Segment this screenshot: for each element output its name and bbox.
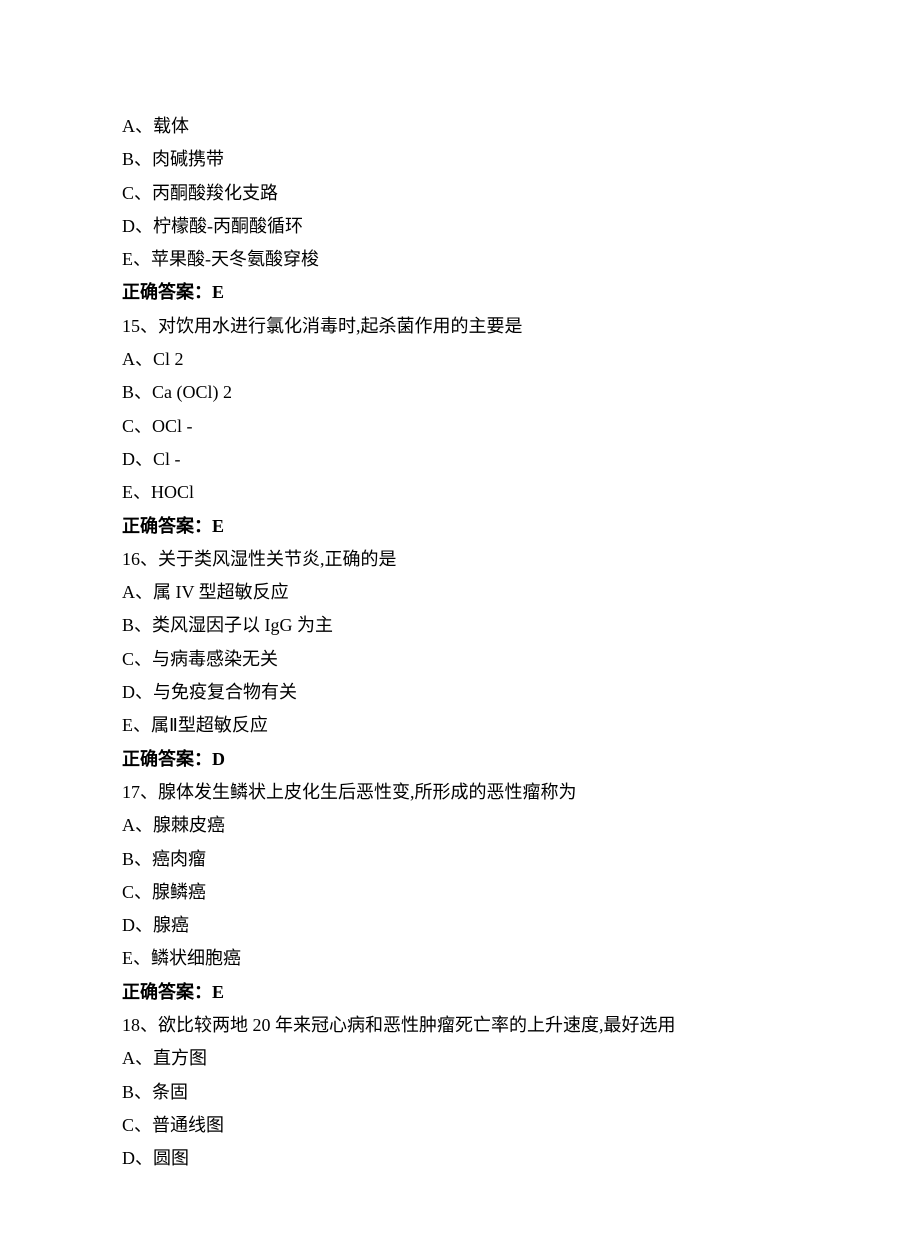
q18-option-c: C、普通线图 [122, 1109, 798, 1142]
q17-stem: 17、腺体发生鳞状上皮化生后恶性变,所形成的恶性瘤称为 [122, 776, 798, 809]
answer-value: E [212, 516, 224, 536]
q18-option-d: D、圆图 [122, 1142, 798, 1175]
q15-option-e: E、HOCl [122, 476, 798, 509]
answer-label: 正确答案： [122, 749, 212, 769]
exam-page: A、载体 B、肉碱携带 C、丙酮酸羧化支路 D、柠檬酸-丙酮酸循环 E、苹果酸-… [0, 0, 920, 1236]
q17-option-c: C、腺鳞癌 [122, 876, 798, 909]
answer-label: 正确答案： [122, 982, 212, 1002]
q17-option-a: A、腺棘皮癌 [122, 809, 798, 842]
q16-answer: 正确答案：D [122, 743, 798, 776]
answer-label: 正确答案： [122, 282, 212, 302]
q15-option-b: B、Ca (OCl) 2 [122, 376, 798, 409]
q14-option-c: C、丙酮酸羧化支路 [122, 177, 798, 210]
q14-option-e: E、苹果酸-天冬氨酸穿梭 [122, 243, 798, 276]
q15-option-c: C、OCl - [122, 410, 798, 443]
answer-label: 正确答案： [122, 516, 212, 536]
q16-option-c: C、与病毒感染无关 [122, 643, 798, 676]
answer-value: E [212, 282, 224, 302]
answer-value: D [212, 749, 225, 769]
q14-option-a: A、载体 [122, 110, 798, 143]
q14-answer: 正确答案：E [122, 276, 798, 309]
answer-value: E [212, 982, 224, 1002]
q18-option-a: A、直方图 [122, 1042, 798, 1075]
q16-option-b: B、类风湿因子以 IgG 为主 [122, 609, 798, 642]
q17-option-e: E、鳞状细胞癌 [122, 942, 798, 975]
q16-option-d: D、与免疫复合物有关 [122, 676, 798, 709]
q16-option-a: A、属 IV 型超敏反应 [122, 576, 798, 609]
q15-option-d: D、Cl - [122, 443, 798, 476]
q17-option-b: B、癌肉瘤 [122, 843, 798, 876]
q18-option-b: B、条固 [122, 1076, 798, 1109]
q17-option-d: D、腺癌 [122, 909, 798, 942]
q16-stem: 16、关于类风湿性关节炎,正确的是 [122, 543, 798, 576]
q17-answer: 正确答案：E [122, 976, 798, 1009]
q16-option-e: E、属Ⅱ型超敏反应 [122, 709, 798, 742]
q14-option-d: D、柠檬酸-丙酮酸循环 [122, 210, 798, 243]
q14-option-b: B、肉碱携带 [122, 143, 798, 176]
q15-option-a: A、Cl 2 [122, 343, 798, 376]
q15-stem: 15、对饮用水进行氯化消毒时,起杀菌作用的主要是 [122, 310, 798, 343]
q18-stem: 18、欲比较两地 20 年来冠心病和恶性肿瘤死亡率的上升速度,最好选用 [122, 1009, 798, 1042]
q15-answer: 正确答案：E [122, 510, 798, 543]
